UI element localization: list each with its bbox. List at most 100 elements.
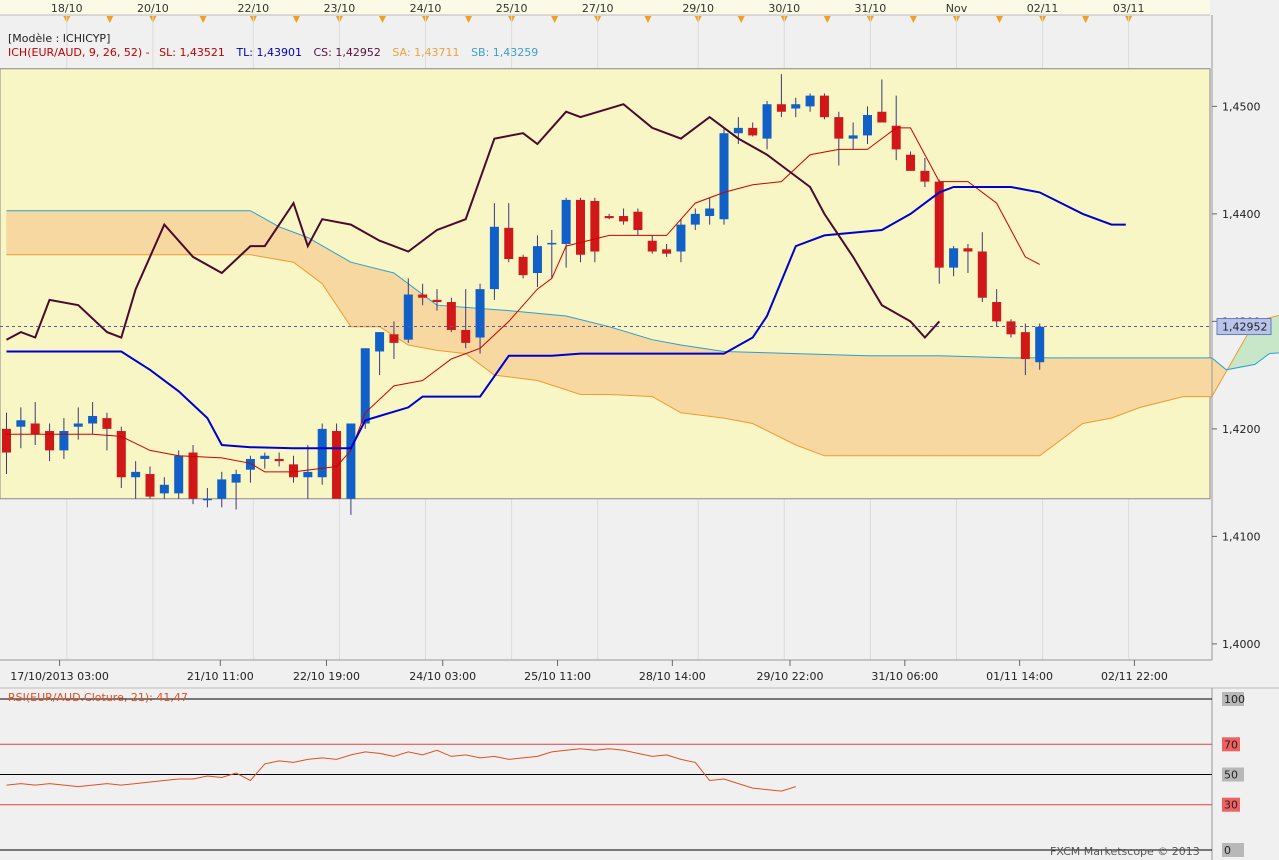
cloud-segment [777,352,782,439]
candle-body [949,248,959,268]
cloud-segment [677,344,682,414]
cloud-segment [913,355,918,456]
cloud-segment [1172,357,1177,400]
cloud-segment [946,355,951,456]
top-date-label: 23/10 [324,2,356,15]
cloud-segment [368,266,373,327]
cloud-segment [440,305,445,352]
candle-body [389,334,399,343]
cloud-segment [512,310,517,379]
cloud-segment [6,210,11,255]
cloud-segment [393,272,398,339]
cloud-segment [311,239,316,279]
cloud-segment [1014,357,1019,456]
cloud-segment [680,344,685,414]
cloud-segment [1050,357,1055,449]
cloud-segment [712,349,718,418]
top-date-label: 31/10 [855,2,887,15]
cloud-segment [1025,357,1030,456]
candle-body [676,224,686,252]
candle-body [131,471,141,478]
cloud-segment [1129,357,1134,412]
candle-body [576,199,585,255]
cloud-segment [1118,357,1123,416]
candle-body [274,458,284,462]
cloud-segment [616,328,621,396]
cloud-segment [1075,357,1080,430]
cloud-segment [217,210,222,255]
session-marker [909,16,917,23]
session-marker [465,16,473,23]
cloud-segment [881,355,886,456]
cloud-segment [110,210,115,255]
cloud-segment [113,210,118,255]
cloud-segment [321,245,327,290]
cloud-segment [533,312,538,381]
cloud-segment [953,355,958,456]
cloud-segment [81,210,86,255]
cloud-segment [60,210,65,255]
cloud-segment [1086,357,1091,424]
legend-sa: SA: 1,43711 [392,46,459,59]
candle-body [202,498,212,501]
cloud-segment [824,354,829,456]
cloud-segment [910,355,915,456]
cloud-segment [802,353,807,450]
cloud-segment [17,210,22,255]
candle-body [289,464,298,478]
candle-body [662,249,672,254]
candle-body [45,431,55,451]
cloud-segment [189,210,194,255]
cloud-segment [95,210,101,255]
cloud-segment [874,355,879,456]
candle-body [504,227,514,260]
cloud-segment [214,210,219,255]
cloud-segment [634,333,639,397]
cloud-segment [85,210,90,255]
cloud-segment [1039,357,1044,457]
candle-body [116,431,126,478]
cloud-segment [1003,357,1008,456]
cloud-segment [555,314,560,388]
cloud-segment [1078,357,1083,427]
cloud-segment [641,336,646,397]
y-tick-label: 1,4100 [1222,530,1261,543]
cloud-segment [103,210,108,255]
cloud-segment [257,214,262,257]
cloud-segment [1100,357,1105,421]
cloud-segment [1104,357,1109,420]
cloud-segment [228,210,233,255]
cloud-segment [494,309,499,376]
cloud-segment [530,312,535,381]
cloud-segment [250,210,255,256]
candle-body [647,240,657,252]
cloud-segment [939,355,944,456]
candle-body [1006,321,1016,335]
x-tick-label: 01/11 14:00 [986,670,1053,683]
cloud-segment [1060,357,1066,441]
cloud-segment [1107,357,1112,420]
cloud-segment [684,345,689,414]
cloud-segment [960,356,965,456]
cloud-segment [637,335,642,397]
cloud-segment [296,233,301,269]
cloud-segment [928,355,933,456]
cloud-segment [1121,357,1127,415]
candle-body [1035,326,1045,363]
cloud-segment [1053,357,1058,446]
cloud-segment [1150,357,1155,406]
cloud-segment [519,311,524,379]
y-tick-label: 1,4200 [1222,423,1261,436]
cloud-segment [544,313,549,385]
rsi-line [6,748,796,792]
kijun-line [6,186,1126,450]
candle-body [590,200,600,252]
cloud-segment [74,210,79,255]
cloud-segment [992,357,997,456]
cloud-segment [196,210,201,255]
cloud-segment [1143,357,1148,407]
legend-cs: CS: 1,42952 [313,46,380,59]
top-date-label: 03/11 [1113,2,1145,15]
cloud-segment [773,352,779,437]
candlesticks [2,74,1045,515]
